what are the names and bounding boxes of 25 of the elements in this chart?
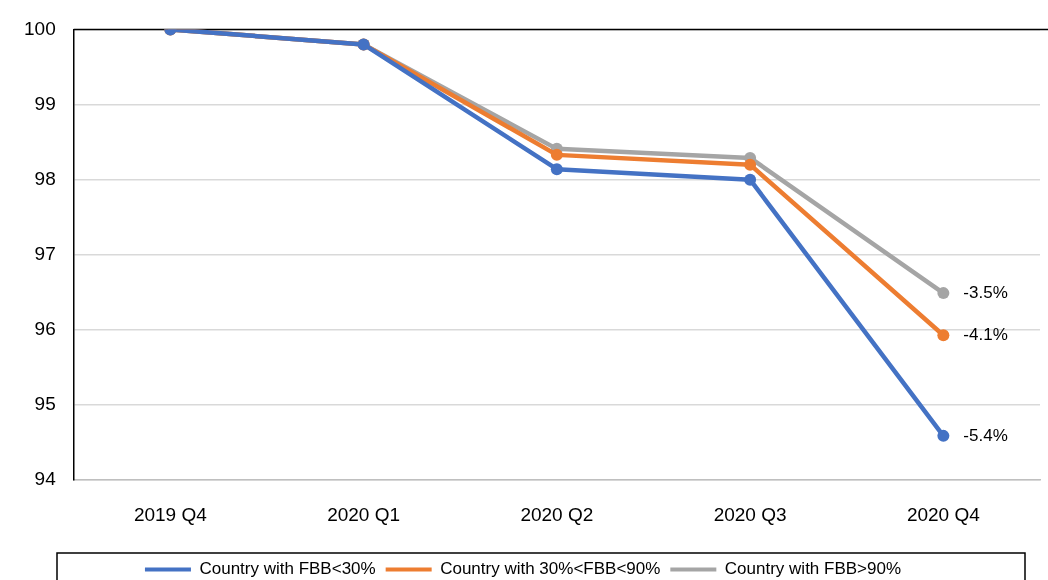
point: [550, 163, 563, 176]
x-tick-label: 2020 Q4: [906, 503, 981, 525]
x-tick-label: 2020 Q1: [327, 503, 401, 525]
point: [744, 173, 757, 186]
annotation: -5.4%: [963, 425, 1008, 445]
y-tick-label: 99: [34, 92, 56, 114]
point: [744, 158, 757, 171]
point: [937, 287, 950, 300]
point: [550, 148, 563, 161]
annotation: -3.5%: [963, 282, 1008, 302]
annotation: -4.1%: [963, 324, 1008, 344]
y-tick-label: 100: [24, 17, 56, 39]
point: [937, 429, 950, 442]
y-tick-label: 95: [34, 393, 56, 415]
x-tick-label: 2019 Q4: [133, 503, 208, 525]
legend-label: Country with FBB<30%: [199, 559, 376, 579]
y-tick-label: 98: [34, 167, 56, 189]
x-tick-label: 2020 Q3: [713, 503, 787, 525]
legend-label: Country with FBB>90%: [724, 559, 902, 579]
y-tick-label: 96: [34, 318, 56, 340]
x-tick-label: 2020 Q2: [520, 503, 594, 525]
y-tick-label: 97: [34, 243, 56, 265]
point: [937, 329, 950, 342]
y-tick-label: 94: [34, 468, 57, 490]
legend-label: Country with 30%<FBB<90%: [440, 559, 661, 579]
